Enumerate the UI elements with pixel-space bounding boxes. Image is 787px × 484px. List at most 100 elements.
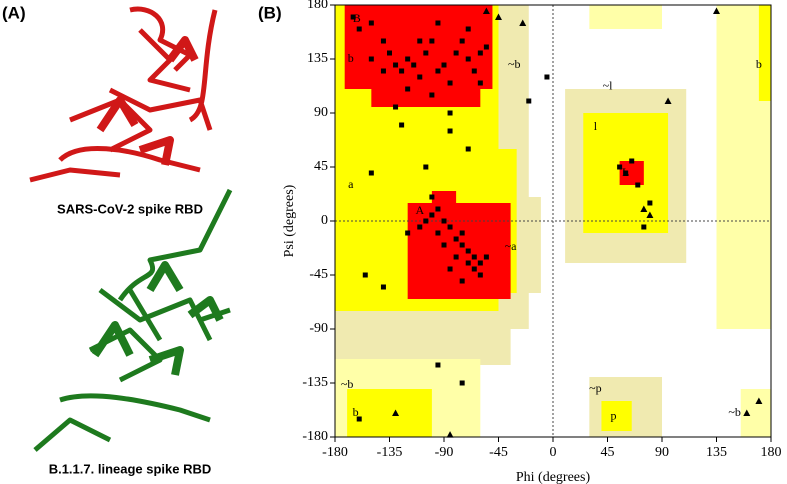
y-tick-label: 135 (307, 51, 328, 66)
point (429, 212, 435, 218)
point (362, 272, 368, 278)
point (453, 50, 459, 56)
point (447, 266, 453, 272)
point (459, 38, 465, 44)
point (459, 230, 465, 236)
region (431, 191, 457, 203)
region-label: b (348, 51, 354, 65)
y-tick-label: 45 (314, 159, 328, 174)
region-label: b (353, 405, 359, 419)
point (441, 242, 447, 248)
point (526, 98, 532, 104)
point (471, 266, 477, 272)
panel-label: (B) (258, 3, 282, 22)
x-tick-label: -180 (322, 445, 348, 460)
point (519, 19, 527, 26)
point (641, 224, 647, 230)
point (465, 56, 471, 62)
caption: B.1.1.7. lineage spike RBD (49, 461, 212, 476)
point (646, 211, 654, 218)
point (446, 431, 454, 438)
point (429, 38, 435, 44)
x-tick-label: 135 (706, 445, 727, 460)
x-tick-label: -90 (435, 445, 454, 460)
point (447, 110, 453, 116)
point (405, 86, 411, 92)
point (411, 62, 417, 68)
point (447, 80, 453, 86)
point (465, 26, 471, 32)
point (368, 56, 374, 62)
point (713, 7, 720, 14)
point (465, 260, 471, 266)
point (617, 164, 623, 170)
point (423, 218, 429, 224)
point (755, 397, 763, 404)
region (589, 5, 662, 29)
point (399, 68, 405, 74)
point (399, 122, 405, 128)
y-tick-label: -135 (302, 375, 328, 390)
protein-red (29, 6, 218, 183)
region-label: ~p (589, 381, 602, 395)
y-tick-label: 180 (307, 0, 328, 12)
region-label: b (756, 57, 762, 71)
region-label: B (353, 11, 361, 25)
point (356, 26, 362, 32)
panel-label: (A) (2, 3, 26, 22)
point (743, 409, 751, 416)
point (380, 284, 386, 290)
point (429, 194, 435, 200)
point (635, 182, 641, 188)
region (758, 5, 771, 101)
point (471, 254, 477, 260)
x-axis-label: Phi (degrees) (516, 470, 591, 484)
point (447, 224, 453, 230)
point (629, 158, 635, 164)
region (347, 389, 432, 437)
point (447, 128, 453, 134)
point (664, 97, 672, 104)
point (482, 7, 490, 14)
point (544, 74, 550, 80)
point (483, 44, 489, 50)
point (350, 14, 356, 20)
region-label: ~b (728, 405, 741, 419)
point (471, 68, 477, 74)
point (435, 230, 441, 236)
point (380, 68, 386, 74)
point (387, 50, 392, 56)
point (393, 62, 399, 68)
region-label: l (594, 119, 598, 133)
point (459, 278, 465, 284)
point (477, 80, 483, 86)
point (477, 50, 483, 56)
caption: SARS-CoV-2 spike RBD (57, 201, 203, 216)
region-label: A (415, 203, 424, 217)
point (647, 200, 653, 206)
region (407, 203, 511, 299)
point (441, 218, 447, 224)
x-tick-label: -135 (377, 445, 403, 460)
point (435, 68, 441, 74)
point (459, 242, 465, 248)
region-label: ~a (505, 239, 517, 253)
region-label: ~b (341, 377, 354, 391)
point (465, 248, 471, 254)
point (477, 260, 483, 266)
point (429, 92, 435, 98)
region-label: ~l (603, 78, 613, 92)
point (441, 62, 447, 68)
point (495, 13, 502, 20)
point (459, 380, 465, 386)
x-tick-label: -45 (489, 445, 508, 460)
x-tick-label: 45 (601, 445, 615, 460)
point (435, 20, 441, 26)
point (423, 164, 429, 170)
point (465, 146, 471, 152)
point (417, 38, 423, 44)
point (392, 409, 400, 416)
protein-green (33, 188, 233, 452)
y-tick-label: -45 (309, 267, 328, 282)
